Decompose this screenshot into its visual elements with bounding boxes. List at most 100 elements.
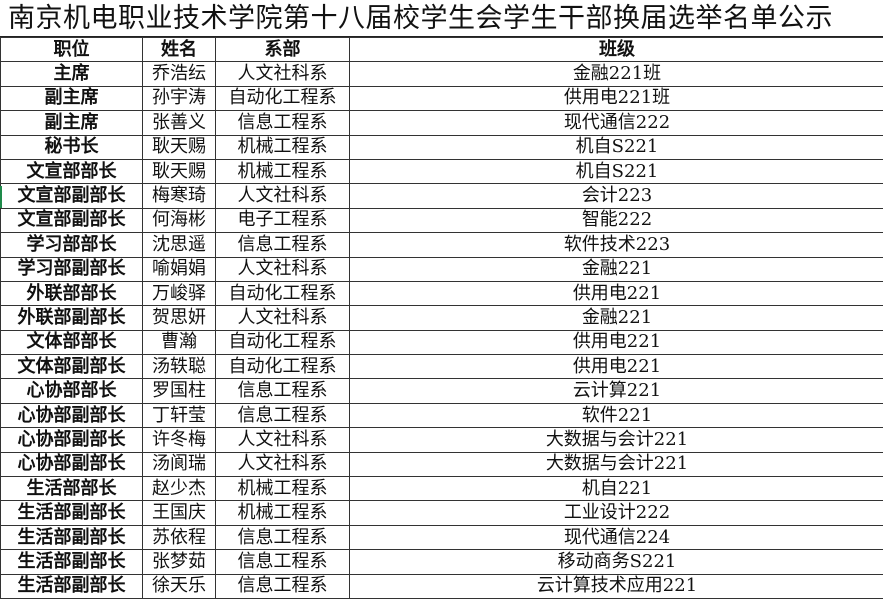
cell-name[interactable]: 张梦茹: [142, 549, 216, 575]
cell-class[interactable]: 大数据与会计221: [349, 427, 883, 453]
cell-department[interactable]: 人文社科系: [215, 256, 350, 282]
cell-department[interactable]: 人文社科系: [215, 183, 350, 209]
cell-class[interactable]: 金融221: [349, 305, 883, 331]
cell-class[interactable]: 智能222: [349, 207, 883, 234]
cell-position[interactable]: 文体部副部长: [0, 354, 143, 380]
header-class[interactable]: 班级: [349, 36, 883, 63]
cell-position[interactable]: 心协部副部长: [0, 451, 143, 478]
cell-department[interactable]: 人文社科系: [215, 427, 350, 453]
cell-class[interactable]: 供用电221: [349, 280, 883, 307]
cell-name[interactable]: 丁轩莹: [142, 402, 216, 429]
cell-department[interactable]: 机械工程系: [215, 500, 350, 526]
cell-position[interactable]: 心协部部长: [0, 378, 143, 404]
cell-class[interactable]: 大数据与会计221: [349, 451, 883, 478]
cell-name[interactable]: 何海彬: [142, 207, 216, 234]
cell-position[interactable]: 生活部副部长: [0, 573, 143, 599]
cell-position[interactable]: 生活部副部长: [0, 524, 143, 551]
cell-position[interactable]: 主席: [0, 61, 143, 87]
cell-position[interactable]: 秘书长: [0, 134, 143, 160]
cell-name[interactable]: 罗国柱: [142, 378, 216, 404]
cell-class[interactable]: 机自S221: [349, 158, 883, 185]
cell-class[interactable]: 移动商务S221: [349, 549, 883, 575]
cell-name[interactable]: 曹瀚: [142, 329, 216, 356]
cell-position[interactable]: 学习部部长: [0, 232, 143, 258]
table-row: 心协部副部长 汤阆瑞 人文社科系 大数据与会计221: [0, 451, 883, 478]
cell-class[interactable]: 软件技术223: [349, 232, 883, 258]
cell-department[interactable]: 信息工程系: [215, 110, 350, 136]
cell-class[interactable]: 会计223: [349, 183, 883, 209]
cell-position[interactable]: 文体部部长: [0, 329, 143, 356]
cell-class[interactable]: 现代通信224: [349, 524, 883, 551]
cell-position[interactable]: 心协部副部长: [0, 427, 143, 453]
cell-name[interactable]: 苏依程: [142, 524, 216, 551]
header-name[interactable]: 姓名: [142, 36, 216, 63]
cell-position[interactable]: 生活部副部长: [0, 549, 143, 575]
cell-name[interactable]: 张善义: [142, 110, 216, 136]
cell-department[interactable]: 信息工程系: [215, 402, 350, 429]
header-department[interactable]: 系部: [215, 36, 350, 63]
cell-department[interactable]: 信息工程系: [215, 378, 350, 404]
cell-name[interactable]: 沈思遥: [142, 232, 216, 258]
cell-name[interactable]: 万峻驿: [142, 280, 216, 307]
sheet-title: 南京机电职业技术学院第十八届校学生会学生干部换届选举名单公示: [0, 0, 883, 37]
cell-position[interactable]: 文宣部副部长: [0, 207, 143, 234]
cell-department[interactable]: 人文社科系: [215, 451, 350, 478]
cell-department[interactable]: 机械工程系: [215, 134, 350, 160]
cell-class[interactable]: 供用电221: [349, 354, 883, 380]
cell-position[interactable]: 学习部副部长: [0, 256, 143, 282]
cell-department[interactable]: 机械工程系: [215, 476, 350, 502]
table-row: 生活部部长 赵少杰 机械工程系 机自221: [0, 476, 883, 502]
table-row: 副主席 孙宇涛 自动化工程系 供用电221班: [0, 85, 883, 112]
cell-name[interactable]: 王国庆: [142, 500, 216, 526]
cell-class[interactable]: 云计算221: [349, 378, 883, 404]
cell-department[interactable]: 人文社科系: [215, 61, 350, 87]
cell-department[interactable]: 信息工程系: [215, 549, 350, 575]
cell-name[interactable]: 汤轶聪: [142, 354, 216, 380]
cell-position[interactable]: 文宣部副部长: [0, 183, 143, 209]
cell-name[interactable]: 耿天赐: [142, 134, 216, 160]
cell-name[interactable]: 梅寒琦: [142, 183, 216, 209]
header-position[interactable]: 职位: [0, 36, 143, 63]
cell-position[interactable]: 副主席: [0, 110, 143, 136]
cell-department[interactable]: 自动化工程系: [215, 354, 350, 380]
cell-class[interactable]: 云计算技术应用221: [349, 573, 883, 599]
cell-department[interactable]: 信息工程系: [215, 232, 350, 258]
cell-department[interactable]: 自动化工程系: [215, 85, 350, 112]
cell-department[interactable]: 人文社科系: [215, 305, 350, 331]
cell-class[interactable]: 机自221: [349, 476, 883, 502]
cell-department[interactable]: 信息工程系: [215, 573, 350, 599]
cell-position[interactable]: 生活部部长: [0, 476, 143, 502]
cell-name[interactable]: 徐天乐: [142, 573, 216, 599]
cell-class[interactable]: 现代通信222: [349, 110, 883, 136]
cell-class[interactable]: 金融221: [349, 256, 883, 282]
table-row: 生活部副部长 徐天乐 信息工程系 云计算技术应用221: [0, 573, 883, 599]
table-row: 生活部副部长 张梦茹 信息工程系 移动商务S221: [0, 549, 883, 575]
cell-class[interactable]: 供用电221: [349, 329, 883, 356]
cell-class[interactable]: 供用电221班: [349, 85, 883, 112]
cell-position[interactable]: 心协部副部长: [0, 402, 143, 429]
cell-class[interactable]: 机自S221: [349, 134, 883, 160]
cell-name[interactable]: 喻娟娟: [142, 256, 216, 282]
cell-name[interactable]: 耿天赐: [142, 158, 216, 185]
cell-name[interactable]: 贺思妍: [142, 305, 216, 331]
cell-department[interactable]: 机械工程系: [215, 158, 350, 185]
cell-name[interactable]: 赵少杰: [142, 476, 216, 502]
table-row: 文体部部长 曹瀚 自动化工程系 供用电221: [0, 329, 883, 356]
cell-name[interactable]: 乔浩纭: [142, 61, 216, 87]
cell-name[interactable]: 许冬梅: [142, 427, 216, 453]
cell-position[interactable]: 外联部部长: [0, 280, 143, 307]
cell-department[interactable]: 电子工程系: [215, 207, 350, 234]
cell-class[interactable]: 软件221: [349, 402, 883, 429]
cell-position[interactable]: 外联部副部长: [0, 305, 143, 331]
cell-position[interactable]: 文宣部部长: [0, 158, 143, 185]
cell-class[interactable]: 工业设计222: [349, 500, 883, 526]
cell-department[interactable]: 自动化工程系: [215, 280, 350, 307]
cell-name[interactable]: 汤阆瑞: [142, 451, 216, 478]
cell-department[interactable]: 自动化工程系: [215, 329, 350, 356]
cell-name[interactable]: 孙宇涛: [142, 85, 216, 112]
cell-position[interactable]: 副主席: [0, 85, 143, 112]
table-row: 文宣部副部长 梅寒琦 人文社科系 会计223: [0, 183, 883, 209]
cell-position[interactable]: 生活部副部长: [0, 500, 143, 526]
cell-class[interactable]: 金融221班: [349, 61, 883, 87]
cell-department[interactable]: 信息工程系: [215, 524, 350, 551]
